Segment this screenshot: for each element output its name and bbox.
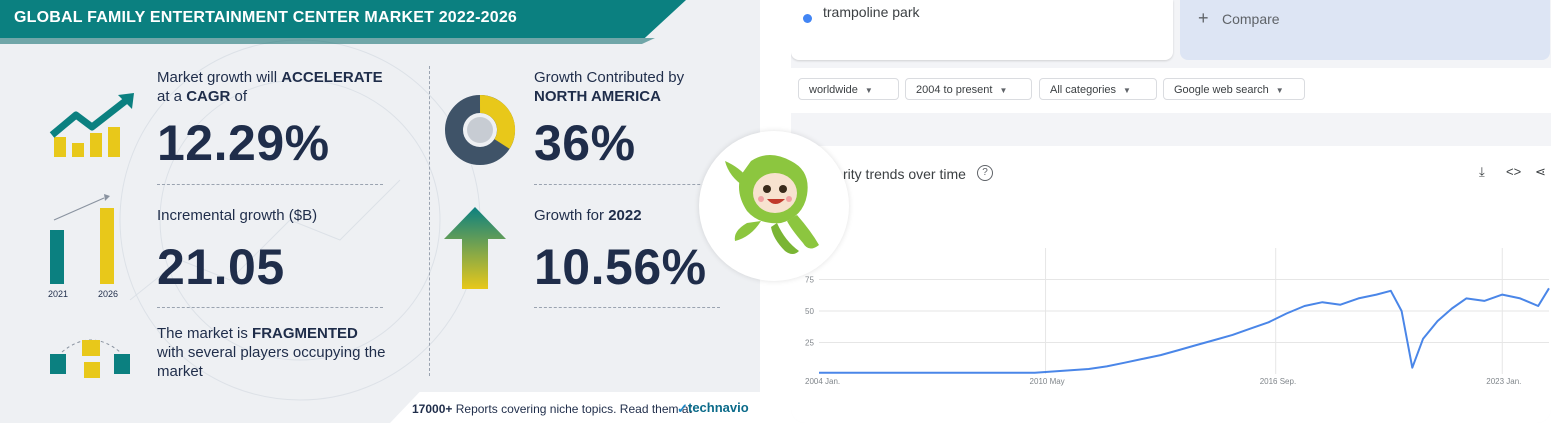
year-growth-value: 10.56% [534,239,707,295]
year-growth-bold: 2022 [608,207,642,224]
embed-icon[interactable]: <> [1506,164,1522,179]
region-label-text: Growth Contributed by [534,69,685,86]
trends-panel: trampoline park + Compare worldwide ▼ 200… [791,0,1551,423]
cagr-label: Market growth will ACCELERATE at a CAGR … [157,68,383,106]
y-tick-label: 25 [805,339,814,348]
technavio-logo-icon: ✓ [677,401,688,416]
cagr-value: 12.29% [157,115,330,171]
incremental-label: Incremental growth ($B) [157,207,318,224]
filter-label: All categories [1050,84,1117,96]
donut-chart-icon [445,94,516,165]
technavio-brand[interactable]: technavio [688,400,749,415]
divider [157,184,383,185]
download-icon[interactable]: ⤓ [1479,164,1485,179]
cagr-label-text3: of [230,88,248,105]
infographic-title: GLOBAL FAMILY ENTERTAINMENT CENTER MARKE… [14,9,518,26]
y-tick-label: 50 [805,307,814,316]
title-accent [0,38,655,44]
search-term-card[interactable]: trampoline park [791,0,1173,60]
dropdown-caret-icon: ▼ [1275,86,1284,95]
year-end-label: 2026 [98,289,119,299]
help-icon[interactable]: ? [977,165,993,181]
footer-strip [390,392,760,423]
x-tick-label: 2023 Jan. [1486,377,1521,386]
cagr-label-text: Market growth will [157,69,282,86]
mascot-badge [699,131,849,281]
fragmented-bold: FRAGMENTED [252,325,358,342]
region-label-bold: NORTH AMERICA [534,88,661,105]
footer-desc: Reports covering niche topics. Read them… [452,402,692,416]
filter-search-type[interactable]: Google web search ▼ [1163,78,1305,100]
fragmented-market-icon [50,339,130,378]
series-color-dot [803,14,812,23]
divider [534,307,720,308]
fragmented-text2: with several players occupying the [157,344,386,361]
interest-over-time-card: rity trends over time ? ⤓ <> ⋖ 25 50 75 200… [791,146,1551,423]
trend-chart: 25 50 75 2004 Jan. 2010 May 2016 Sep. 2023 Jan… [805,248,1550,386]
x-tick-label: 2004 Jan. [805,377,840,386]
fragmented-text3: market [157,363,203,380]
cagr-label-bold2: CAGR [186,88,231,105]
filter-time-range[interactable]: 2004 to present ▼ [905,78,1032,100]
share-icon[interactable]: ⋖ [1535,164,1546,179]
x-tick-label: 2010 May [1030,377,1065,386]
filter-location[interactable]: worldwide ▼ [798,78,899,100]
cagr-label-bold: ACCELERATE [281,69,383,86]
filter-label: worldwide [809,84,858,96]
compare-label: Compare [1222,11,1280,27]
growth-chart-icon [49,93,134,157]
fragmented-label: The market is FRAGMENTED with several pl… [157,324,385,381]
year-growth-text: Growth for [534,207,609,224]
up-arrow-icon [444,207,506,289]
incremental-value: 21.05 [157,239,285,295]
compare-button[interactable]: + Compare [1180,0,1550,60]
infographic-panel: GLOBAL FAMILY ENTERTAINMENT CENTER MARKE… [0,0,760,423]
mascot-character-icon [725,155,819,254]
series-line [819,287,1550,374]
search-term[interactable]: trampoline park [823,4,920,20]
region-label: Growth Contributed by NORTH AMERICA [534,68,684,106]
dropdown-caret-icon: ▼ [864,86,873,95]
vertical-divider [429,66,430,376]
divider [534,184,720,185]
filter-label: 2004 to present [916,84,993,96]
y-tick-label: 75 [805,276,814,285]
cagr-label-text2: at a [157,88,187,105]
fragmented-text: The market is [157,325,253,342]
plus-icon: + [1198,8,1209,28]
filter-category[interactable]: All categories ▼ [1039,78,1157,100]
year-start-label: 2021 [48,289,69,299]
chart-title: rity trends over time [843,166,966,182]
dropdown-caret-icon: ▼ [999,86,1008,95]
footer-count: 17000+ [412,402,453,416]
year-growth-label: Growth for 2022 [534,206,642,225]
x-tick-label: 2016 Sep. [1260,377,1296,386]
region-value: 36% [534,115,636,171]
incremental-bars-icon [50,194,114,284]
divider [157,307,383,308]
filter-row: worldwide ▼ 2004 to present ▼ All categori… [791,68,1551,113]
title-bar [0,0,686,38]
dropdown-caret-icon: ▼ [1123,86,1131,95]
footer-text: 17000+ Reports covering niche topics. Re… [412,402,692,416]
filter-label: Google web search [1174,84,1269,96]
